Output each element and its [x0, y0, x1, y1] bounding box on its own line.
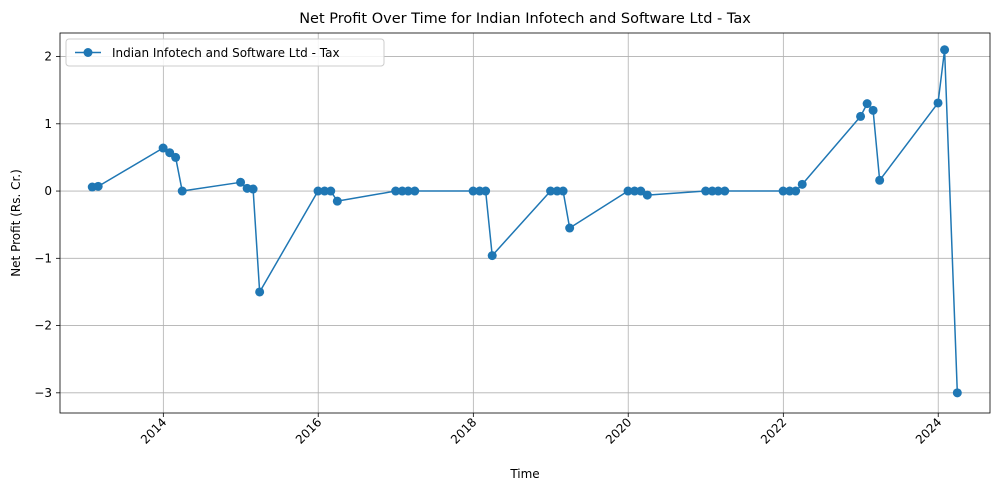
y-axis-label: Net Profit (Rs. Cr.) [9, 169, 23, 277]
data-point [487, 251, 497, 261]
data-point [410, 186, 420, 196]
data-point [797, 179, 807, 189]
data-point [630, 186, 640, 196]
data-point [952, 388, 962, 398]
data-point [236, 177, 246, 187]
data-point [791, 186, 801, 196]
data-point [940, 45, 950, 55]
data-point [326, 186, 336, 196]
legend-box [65, 38, 385, 67]
y-tick-label: −3 [34, 386, 52, 400]
data-point [778, 186, 788, 196]
data-point [403, 186, 413, 196]
legend: Indian Infotech and Software Ltd - Tax [65, 38, 385, 67]
data-point [868, 105, 878, 115]
y-tick-label: 2 [44, 50, 52, 64]
plot-frame [59, 32, 991, 414]
legend-marker-swatch [83, 48, 93, 57]
data-point [546, 186, 556, 196]
series-layer [87, 45, 962, 398]
y-tick-label: −1 [34, 251, 52, 265]
data-point [481, 186, 491, 196]
legend-entry-label: Indian Infotech and Software Ltd - Tax [112, 46, 340, 60]
data-point [391, 186, 401, 196]
chart-title: Net Profit Over Time for Indian Infotech… [299, 11, 751, 27]
data-point [720, 186, 730, 196]
data-point [701, 186, 711, 196]
data-point [93, 181, 103, 191]
data-point [636, 186, 646, 196]
data-point [171, 152, 181, 162]
data-point [875, 175, 885, 185]
x-axis-label: Time [509, 467, 539, 481]
data-point [623, 186, 633, 196]
data-point [642, 190, 652, 200]
data-point [933, 98, 943, 108]
data-point [177, 186, 187, 196]
data-point [255, 287, 265, 297]
data-point [468, 186, 478, 196]
data-point [248, 184, 258, 194]
y-tick-layer: 2 1 0 −1 −2 −3 [34, 50, 60, 400]
y-tick-label: 1 [44, 117, 52, 131]
data-point [158, 143, 168, 153]
data-point [320, 186, 330, 196]
data-point [558, 186, 568, 196]
y-tick-label: 0 [44, 184, 52, 198]
data-point [313, 186, 323, 196]
y-tick-label: −2 [34, 319, 52, 333]
data-point [332, 196, 342, 206]
data-point [862, 99, 872, 109]
data-point [856, 111, 866, 121]
data-point [565, 223, 575, 233]
data-point [713, 186, 723, 196]
